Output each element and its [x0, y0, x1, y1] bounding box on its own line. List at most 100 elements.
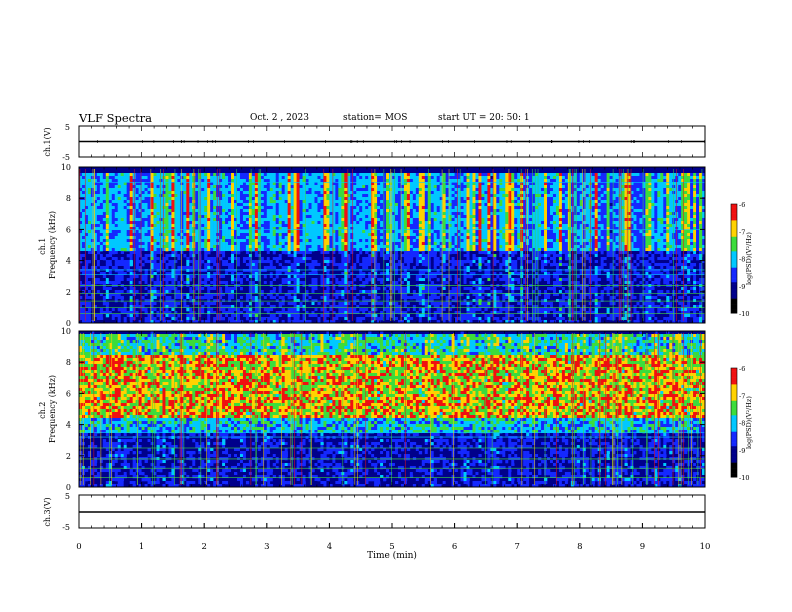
spectrogram-cell	[260, 203, 265, 207]
spectrogram-cell	[383, 215, 387, 219]
spectrogram-cell	[195, 212, 199, 216]
spectrogram-cell	[302, 215, 306, 219]
spectrogram-cell	[150, 317, 154, 321]
spectrogram-cell	[299, 272, 303, 276]
spectrogram-cell	[168, 239, 172, 243]
spectrogram-cell	[281, 206, 285, 210]
spectrogram-cell	[210, 218, 214, 222]
spectrogram-cell	[347, 212, 351, 216]
spectrogram-cell	[207, 275, 211, 279]
spectrogram-cell	[353, 299, 357, 303]
spectrogram-cell	[177, 203, 181, 207]
spectrogram-cell	[135, 242, 139, 246]
spectrogram-cell	[201, 221, 205, 225]
spectrogram-cell	[302, 242, 306, 246]
spectrogram-cell	[90, 272, 95, 276]
spectrogram-cell	[171, 311, 175, 315]
spectrogram-cell	[79, 299, 83, 303]
spectrogram-cell	[222, 224, 226, 228]
spectrogram-cell	[165, 221, 169, 225]
spectrogram-cell	[302, 239, 306, 243]
spectrogram-cell	[272, 224, 277, 228]
spectrogram-cell	[159, 215, 163, 219]
spectrogram-cell	[245, 254, 250, 258]
spectrogram-cell	[165, 227, 169, 231]
spectrogram-cell	[305, 221, 309, 225]
spectrogram-cell	[126, 290, 130, 294]
spectrogram-cell	[216, 209, 220, 213]
spectrogram-cell	[207, 227, 211, 231]
spectrogram-cell	[99, 203, 104, 207]
spectrogram-cell	[147, 275, 151, 279]
spectrogram-cell	[177, 212, 181, 216]
spectrogram-cell	[162, 212, 166, 216]
spectrogram-cell	[84, 320, 89, 324]
spectrogram-cell	[266, 200, 271, 204]
spectrogram-cell	[216, 260, 220, 264]
spectrogram-cell	[239, 176, 244, 180]
spectrogram-cell	[341, 317, 345, 321]
spectrogram-cell	[126, 209, 130, 213]
spectrogram-cell	[111, 176, 116, 180]
spectrogram-cell	[93, 182, 98, 186]
spectrogram-cell	[380, 278, 384, 282]
spectrogram-cell	[90, 260, 95, 264]
spectrogram-cell	[263, 179, 268, 183]
spectrogram-cell	[254, 278, 259, 282]
spectrogram-cell	[350, 188, 354, 192]
spectrogram-cell	[386, 212, 390, 216]
spectrogram-cell	[147, 176, 151, 180]
spectrogram-cell	[281, 239, 285, 243]
spectrogram-cell	[329, 203, 333, 207]
spectrogram-cell	[329, 242, 333, 246]
spectrogram-cell	[117, 290, 122, 294]
spectrogram-cell	[99, 263, 104, 267]
spectrogram-cell	[183, 299, 187, 303]
spectrogram-cell	[195, 200, 199, 204]
spectrogram-cell	[275, 245, 280, 249]
spectrogram-cell	[180, 296, 184, 300]
spectrogram-cell	[162, 290, 166, 294]
spectrogram-cell	[254, 248, 259, 252]
spectrogram-cell	[347, 191, 351, 195]
spectrogram-cell	[314, 212, 318, 216]
spectrogram-cell	[248, 296, 253, 300]
spectrogram-cell	[293, 257, 297, 261]
spectrogram-cell	[263, 194, 268, 198]
spectrogram-cell	[156, 188, 160, 192]
spectrogram-cell	[320, 173, 324, 177]
spectrogram-cell	[222, 221, 226, 225]
spectrogram-cell	[353, 188, 357, 192]
spectrogram-cell	[269, 278, 274, 282]
spectrogram-cell	[204, 266, 208, 270]
spectrogram-cell	[377, 209, 381, 213]
spectrogram-cell	[266, 305, 271, 309]
spectrogram-cell	[311, 188, 315, 192]
spectrogram-cell	[260, 227, 265, 231]
spectrogram-cell	[239, 197, 244, 201]
spectrogram-cell	[171, 293, 175, 297]
spectrogram-cell	[108, 224, 113, 228]
spectrogram-cell	[165, 212, 169, 216]
spectrogram-cell	[248, 224, 253, 228]
spectrogram-cell	[210, 200, 214, 204]
spectrogram-cell	[216, 302, 220, 306]
spectrogram-cell	[293, 299, 297, 303]
spectrogram-cell	[305, 194, 309, 198]
spectrogram-cell	[147, 212, 151, 216]
spectrogram-cell	[195, 197, 199, 201]
spectrogram-cell	[156, 320, 160, 324]
spectrogram-cell	[216, 308, 220, 312]
spectrogram-cell	[81, 206, 86, 210]
spectrogram-cell	[207, 191, 211, 195]
spectrogram-cell	[93, 242, 98, 246]
spectrogram-cell	[386, 251, 390, 255]
spectrogram-cell	[123, 182, 127, 186]
spectrogram-cell	[141, 173, 145, 177]
spectrogram-cell	[81, 200, 86, 204]
spectrogram-cell	[162, 179, 166, 183]
spectrogram-cell	[296, 257, 300, 261]
spectrogram-cell	[120, 308, 125, 312]
spectrogram-cell	[147, 263, 151, 267]
spectrogram-cell	[159, 206, 163, 210]
